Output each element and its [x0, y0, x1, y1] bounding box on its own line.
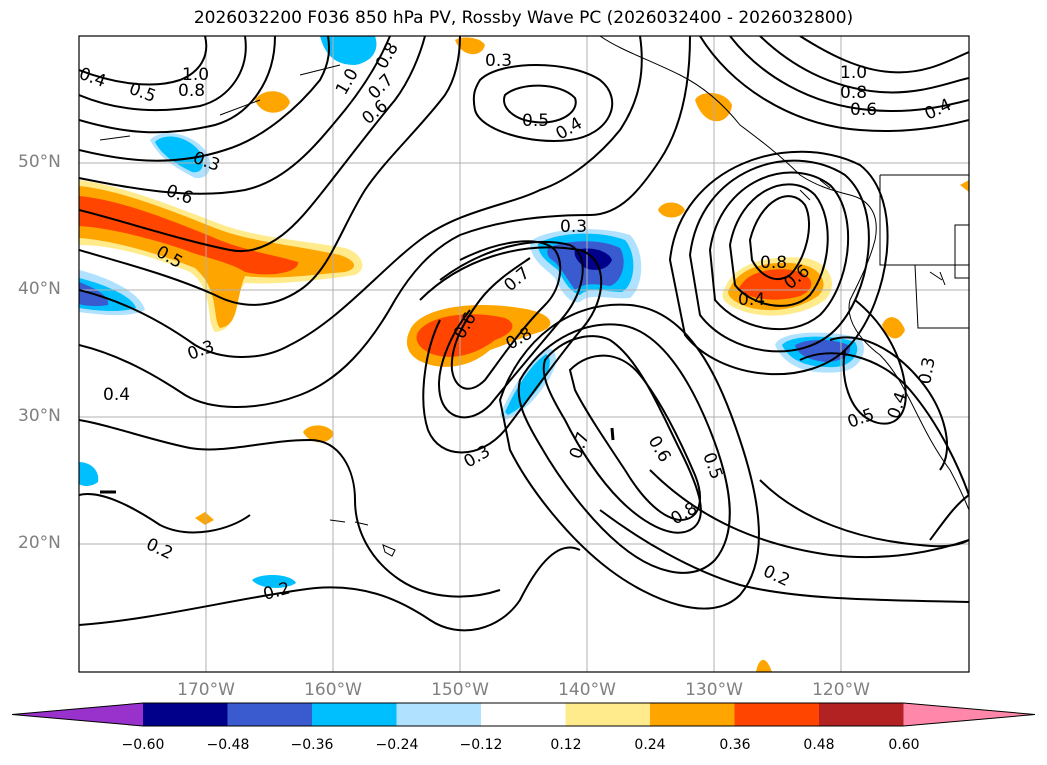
lat-tick: 30°N [18, 406, 61, 426]
colorbar-segment [312, 703, 397, 726]
colorbar-label: 0.36 [719, 737, 751, 753]
contour-label: 0.5 [522, 111, 549, 131]
colorbar-extend-min [12, 703, 143, 726]
colorbar-segment [734, 703, 820, 726]
lat-tick: 40°N [18, 279, 61, 299]
lon-tick: 120°W [812, 680, 870, 700]
colorbar-label: −0.24 [375, 737, 419, 753]
contour-label: 1.0 [840, 63, 867, 83]
colorbar-label: −0.48 [206, 737, 250, 753]
contour-label: 0.4 [103, 385, 130, 405]
colorbar-outline [11, 702, 1036, 727]
lat-tick: 20°N [18, 533, 61, 553]
colorbar [11, 702, 1036, 727]
colorbar-label: 0.60 [888, 737, 920, 753]
lon-tick: 140°W [558, 680, 616, 700]
contour-label: 0.8 [178, 81, 205, 101]
colorbar-segment [396, 703, 482, 726]
rossby-wave-contours [79, 36, 969, 632]
colorbar-label: −0.36 [290, 737, 334, 753]
contour-label: 0.4 [738, 290, 765, 310]
colorbar-label: 0.48 [803, 737, 835, 753]
map-title: 2026032200 F036 850 hPa PV, Rossby Wave … [193, 8, 854, 28]
contour-label: 0.3 [915, 356, 939, 386]
contour-label: 0.3 [560, 217, 587, 237]
contour-label: 0.6 [850, 100, 877, 120]
colorbar-segment [143, 703, 228, 726]
contour-label: 1.0 [182, 65, 209, 85]
colorbar-segment [481, 703, 566, 726]
colorbar-segment [227, 703, 313, 726]
contour-label: 0.3 [485, 51, 512, 71]
lon-tick: 160°W [304, 680, 362, 700]
lat-tick: 50°N [18, 152, 61, 172]
graticule [79, 36, 969, 672]
contour-label: 0.8 [840, 83, 867, 103]
colorbar-segment [819, 703, 904, 726]
map-frame [78, 35, 970, 673]
lon-tick: 150°W [431, 680, 489, 700]
colorbar-label: −0.12 [459, 737, 503, 753]
lon-tick: 130°W [685, 680, 743, 700]
colorbar-segment [565, 703, 651, 726]
contour-label: 0.8 [760, 253, 787, 273]
coastlines [99, 36, 969, 557]
lon-tick: 170°W [177, 680, 235, 700]
colorbar-segment [650, 703, 735, 726]
colorbar-label: 0.12 [550, 737, 582, 753]
colorbar-extend-max [903, 703, 1035, 726]
colorbar-label: 0.24 [634, 737, 666, 753]
colorbar-label: −0.60 [121, 737, 165, 753]
